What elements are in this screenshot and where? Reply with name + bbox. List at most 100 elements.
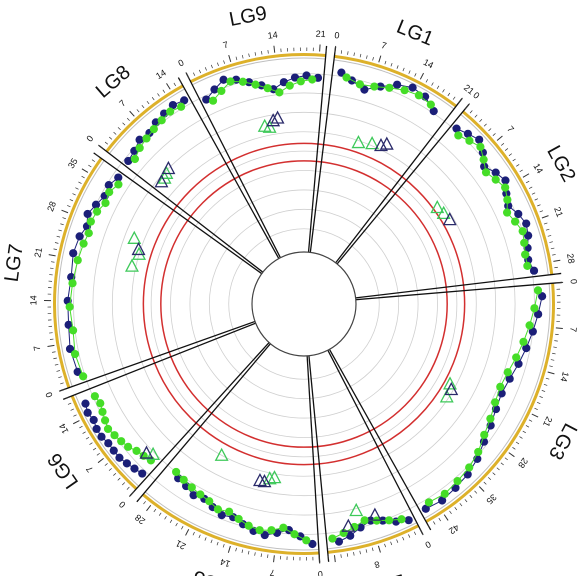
tick-lg3-7 (555, 327, 563, 330)
tick-lg7-33 (78, 181, 82, 184)
sector-arc-lg4 (327, 522, 418, 550)
triangle-series-3-10 (154, 174, 169, 188)
point-series-1-20 (523, 261, 532, 270)
tick-lg5-27 (153, 508, 157, 513)
sector-arc-lg5 (144, 491, 319, 551)
tick-lg8-12 (157, 93, 160, 97)
tick-lg7-23 (54, 242, 59, 244)
tick-label-lg5-2: 14 (219, 557, 231, 569)
triangle-series-3-13 (270, 110, 285, 124)
point-series-0-91 (202, 95, 211, 104)
tick-label-lg9-0: 0 (177, 57, 186, 68)
tick-label-lg9-3: 21 (315, 29, 326, 40)
tick-lg4-9 (365, 549, 368, 553)
point-series-1-85 (157, 116, 166, 125)
tick-lg1-21 (457, 97, 463, 104)
tick-lg5-7 (273, 555, 275, 563)
point-series-0-10 (475, 135, 484, 144)
point-series-0-78 (83, 209, 92, 219)
point-series-1-36 (397, 515, 406, 524)
tick-lg7-35 (81, 168, 89, 173)
point-series-1-19 (521, 250, 530, 259)
tick-lg3-38 (464, 499, 468, 503)
tick-lg9-12 (261, 51, 263, 55)
tick-label-lg5-4: 28 (133, 512, 147, 526)
tick-lg3-10 (553, 346, 557, 348)
tick-lg3-17 (541, 390, 546, 392)
tick-lg5-11 (247, 550, 250, 555)
tick-label-lg1-3: 21 (462, 82, 476, 96)
tick-lg7-36 (88, 164, 92, 168)
point-series-0-28 (505, 374, 514, 383)
tick-lg3-43 (438, 517, 441, 522)
point-series-0-71 (65, 344, 75, 354)
gold-band-lg8 (105, 84, 184, 153)
sector-arc-lg2 (460, 113, 549, 276)
tick-label-lg7-0: 0 (44, 391, 55, 399)
tick-lg7-25 (58, 229, 62, 232)
tick-lg5-16 (216, 541, 219, 546)
tick-lg8-15 (173, 82, 177, 87)
tick-lg3-15 (545, 377, 550, 380)
tick-lg7-26 (60, 223, 64, 226)
sector-divider-lg3-end (328, 349, 432, 531)
sector-arc-lg3 (424, 283, 551, 519)
tick-lg3-41 (449, 510, 452, 515)
point-series-0-92 (210, 85, 219, 94)
sector-arc-lg8 (108, 88, 185, 154)
point-series-0-67 (89, 415, 98, 425)
tick-lg8-11 (151, 97, 155, 101)
point-series-0-7 (429, 107, 438, 116)
tick-lg1-5 (366, 55, 368, 59)
point-series-1-7 (454, 131, 463, 140)
tick-lg8-4 (117, 127, 121, 131)
point-series-1-37 (384, 516, 394, 525)
point-series-1-64 (100, 416, 110, 425)
tick-lg8-7 (129, 110, 135, 117)
sector-arc-lg1 (333, 59, 455, 110)
point-series-1-67 (90, 392, 99, 401)
point-series-0-8 (452, 124, 461, 133)
tick-lg8-5 (122, 122, 126, 126)
tick-label-lg2-3: 21 (552, 206, 565, 219)
tick-lg2-5 (488, 128, 492, 132)
point-series-1-77 (92, 207, 102, 216)
tick-lg2-27 (552, 254, 556, 256)
triangle-series-2-1 (365, 136, 380, 150)
point-series-1-1 (355, 80, 364, 89)
point-series-0-61 (122, 459, 131, 468)
tick-lg8-3 (113, 131, 117, 135)
tick-label-lg4-1: 8 (373, 559, 381, 570)
tick-lg6-15 (73, 414, 77, 417)
tick-lg7-38 (95, 154, 99, 157)
point-series-1-2 (370, 82, 379, 91)
tick-lg9-9 (241, 54, 244, 59)
point-series-1-70 (68, 326, 78, 335)
tick-label-lg3-4: 28 (516, 456, 530, 470)
tick-lg4-7 (377, 545, 381, 553)
point-series-1-94 (275, 88, 284, 97)
tick-lg8-8 (136, 109, 140, 113)
point-series-1-66 (96, 399, 105, 408)
tick-lg2-17 (531, 192, 536, 195)
point-series-0-26 (522, 344, 531, 353)
tick-lg3-45 (427, 524, 430, 528)
tick-lg2-15 (525, 180, 530, 184)
point-series-1-11 (481, 168, 491, 177)
tick-lg1-20 (452, 96, 456, 100)
point-series-1-97 (308, 75, 317, 84)
sector-divider-lg8-start (98, 145, 264, 273)
tick-lg1-1 (340, 50, 343, 54)
point-series-1-74 (79, 239, 88, 248)
tick-lg3-26 (515, 441, 520, 445)
tick-lg5-10 (254, 552, 256, 556)
lg-label-lg5: LG5 (190, 565, 233, 576)
tick-lg3-9 (554, 340, 558, 342)
sector-divider-lg4-end (308, 355, 330, 562)
tick-lg9-1 (193, 72, 196, 76)
tick-label-lg5-3: 21 (174, 538, 187, 551)
tick-lg8-6 (126, 117, 130, 121)
triangle-series-3-9 (131, 241, 146, 256)
tick-label-lg2-4: 28 (565, 253, 577, 265)
tick-lg2-0 (464, 103, 470, 110)
